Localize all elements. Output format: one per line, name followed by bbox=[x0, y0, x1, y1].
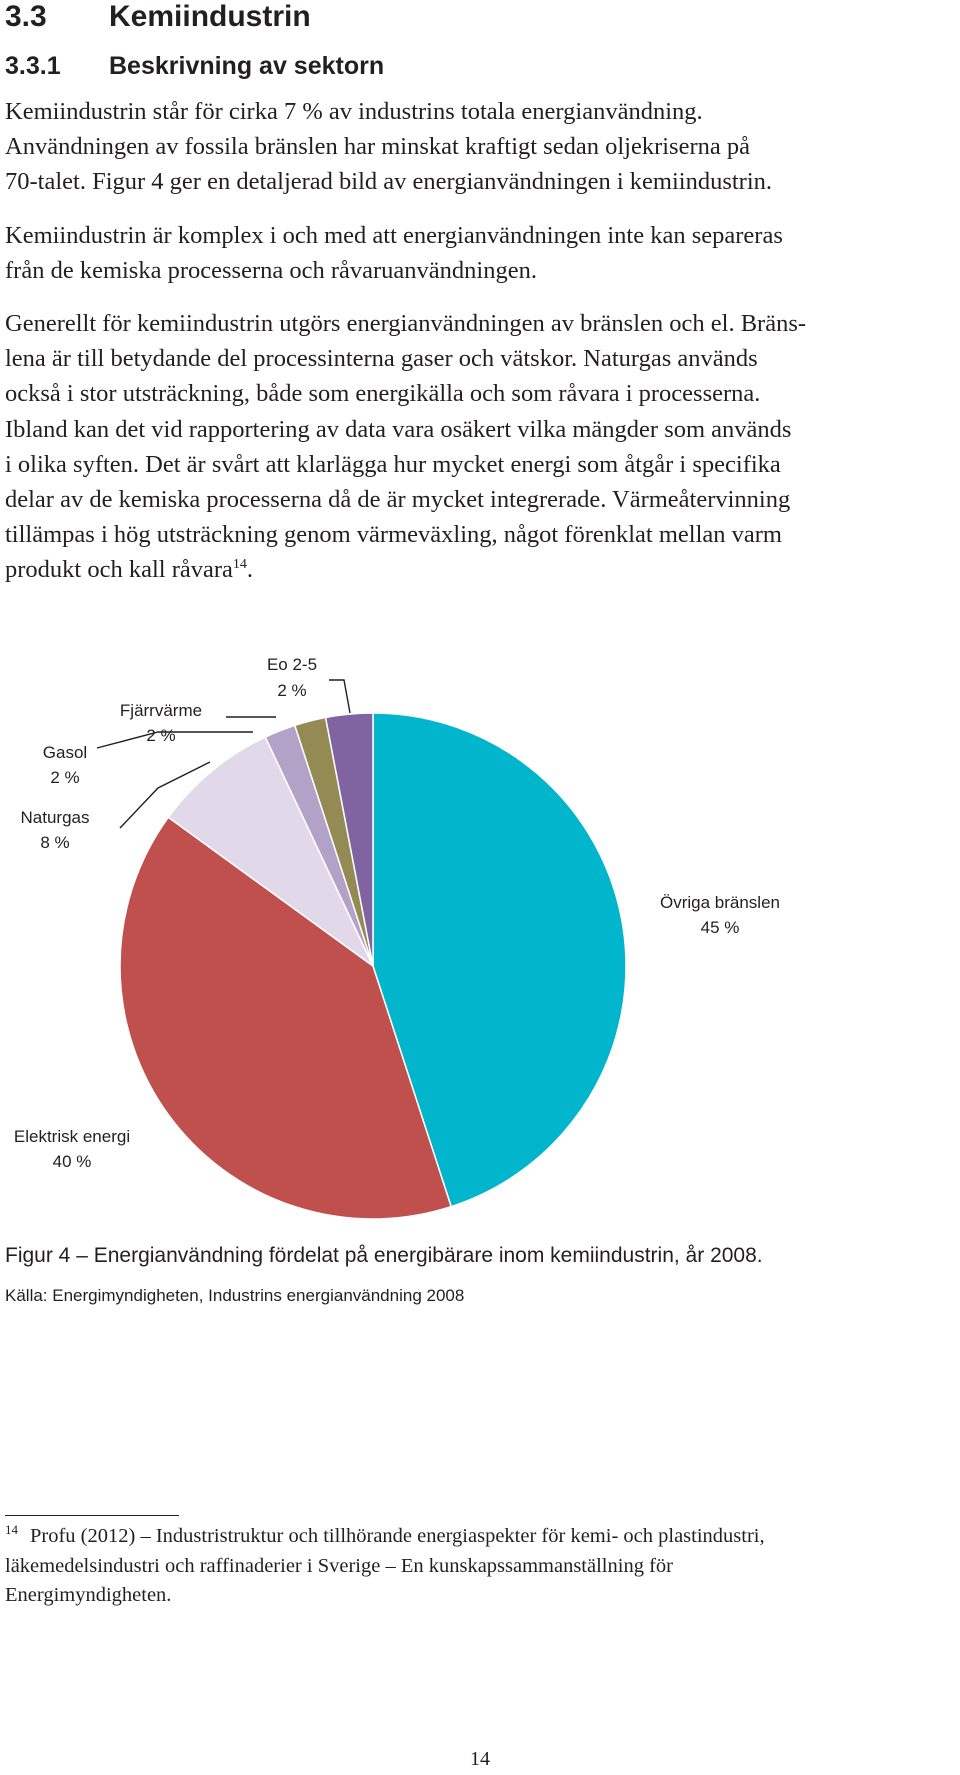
footnote: 14 Profu (2012) – Industristruktur och ti… bbox=[5, 1522, 935, 1611]
figure-caption: Figur 4 – Energianvändning fördelat på e… bbox=[5, 1244, 763, 1267]
label-gasol-name: Gasol bbox=[43, 743, 87, 762]
leader-line-eo bbox=[329, 679, 351, 714]
label-ovriga-value: 45 % bbox=[701, 918, 740, 937]
paragraph-2: Kemiindustrin är komplex i och med att e… bbox=[5, 222, 783, 285]
paragraph-1: Kemiindustrin står för cirka 7 % av indu… bbox=[5, 98, 773, 196]
paragraph-3-end: . bbox=[246, 556, 254, 584]
section-heading: 3.3 Kemiindustrin bbox=[5, 0, 311, 34]
label-eo-value: 2 % bbox=[277, 681, 306, 700]
label-ovriga-name: Övriga bränslen bbox=[660, 893, 780, 912]
leader-lines bbox=[96, 679, 351, 829]
pie-slice-naturgas bbox=[167, 736, 374, 967]
label-naturgas-value: 8 % bbox=[40, 833, 69, 852]
pie-slice-elektrisk-energi bbox=[119, 816, 453, 1220]
label-fjarrvarme-name: Fjärrvärme bbox=[120, 701, 202, 720]
pie-slice-eo-2-5 bbox=[324, 712, 374, 967]
paragraph-3-text: Generellt för kemiindustrin utgörs energ… bbox=[5, 310, 807, 584]
section-number: 3.3 bbox=[5, 0, 47, 33]
figure-source: Källa: Energimyndigheten, Industrins ene… bbox=[5, 1286, 465, 1305]
pie-chart: Eo 2-5 2 % Fjärrvärme 2 % Gasol 2 % Natu… bbox=[14, 655, 780, 1220]
section-title: Kemiindustrin bbox=[109, 0, 311, 33]
label-elektrisk-name: Elektrisk energi bbox=[14, 1127, 130, 1146]
subsection-title: Beskrivning av sektorn bbox=[109, 52, 385, 80]
label-gasol-value: 2 % bbox=[50, 768, 79, 787]
slice-labels: Eo 2-5 2 % Fjärrvärme 2 % Gasol 2 % Natu… bbox=[14, 655, 780, 1171]
label-eo-name: Eo 2-5 bbox=[267, 655, 317, 674]
page-number: 14 bbox=[470, 1748, 490, 1770]
subsection-heading: 3.3.1 Beskrivning av sektorn bbox=[5, 52, 384, 81]
subsection-number: 3.3.1 bbox=[5, 52, 61, 80]
pie-slice-övriga-bränslen bbox=[372, 712, 627, 1208]
leader-line-gasol bbox=[96, 731, 253, 749]
footnote-divider bbox=[5, 1515, 179, 1516]
label-fjarrvarme-value: 2 % bbox=[146, 726, 175, 745]
footnote-text: Profu (2012) – Industristruktur och till… bbox=[5, 1525, 765, 1606]
paragraph-3: Generellt för kemiindustrin utgörs energ… bbox=[5, 306, 945, 588]
footnote-ref[interactable]: 14 bbox=[232, 557, 247, 573]
label-naturgas-name: Naturgas bbox=[21, 808, 90, 827]
footnote-number: 14 bbox=[5, 1522, 18, 1537]
label-elektrisk-value: 40 % bbox=[53, 1152, 92, 1171]
pie-slices bbox=[119, 712, 627, 1220]
leader-line-naturgas bbox=[119, 761, 211, 829]
